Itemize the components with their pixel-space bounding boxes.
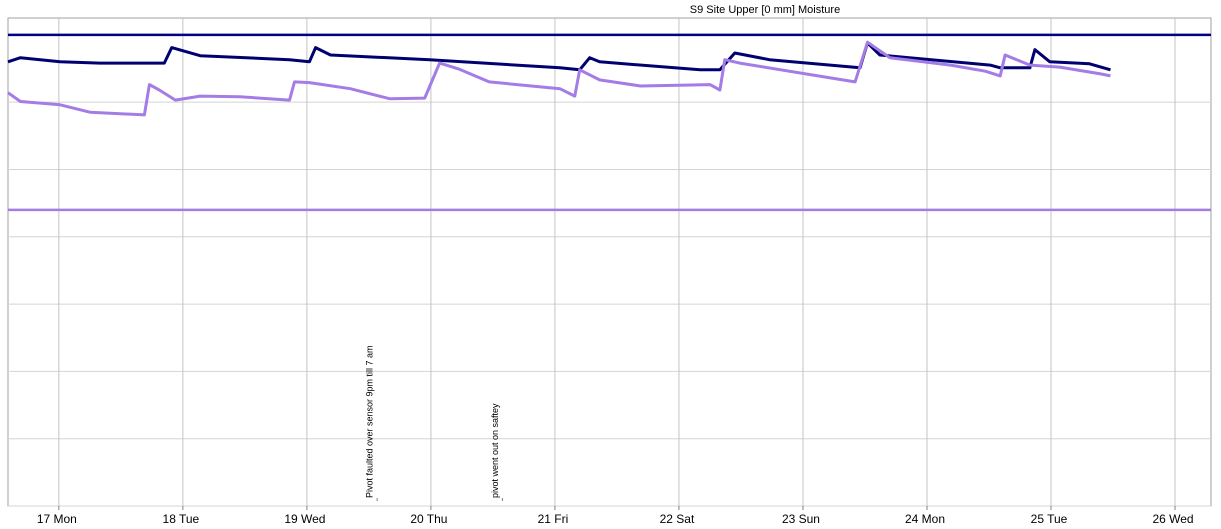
series-line xyxy=(7,40,1111,117)
x-tick-label: 18 Tue xyxy=(163,512,200,526)
x-tick-label: 23 Sun xyxy=(782,512,820,526)
x-tick-label: 21 Fri xyxy=(538,512,569,526)
chart-title: S9 Site Upper [0 mm] Moisture xyxy=(690,4,840,16)
x-tick-label: 20 Thu xyxy=(410,512,447,526)
x-tick-label: 19 Wed xyxy=(284,512,325,526)
annotation: pivot went out on saftey xyxy=(490,403,500,498)
plot-area xyxy=(7,17,1212,507)
x-tick-label: 22 Sat xyxy=(660,512,695,526)
x-tick-label: 17 Mon xyxy=(37,512,77,526)
x-tick-label: 25 Tue xyxy=(1031,512,1068,526)
x-tick-label: 26 Wed xyxy=(1152,512,1193,526)
x-tick-label: 24 Mon xyxy=(905,512,945,526)
series-line xyxy=(7,41,1111,72)
annotation: Pivot faulted over sensor 9pm till 7 am xyxy=(365,345,375,498)
